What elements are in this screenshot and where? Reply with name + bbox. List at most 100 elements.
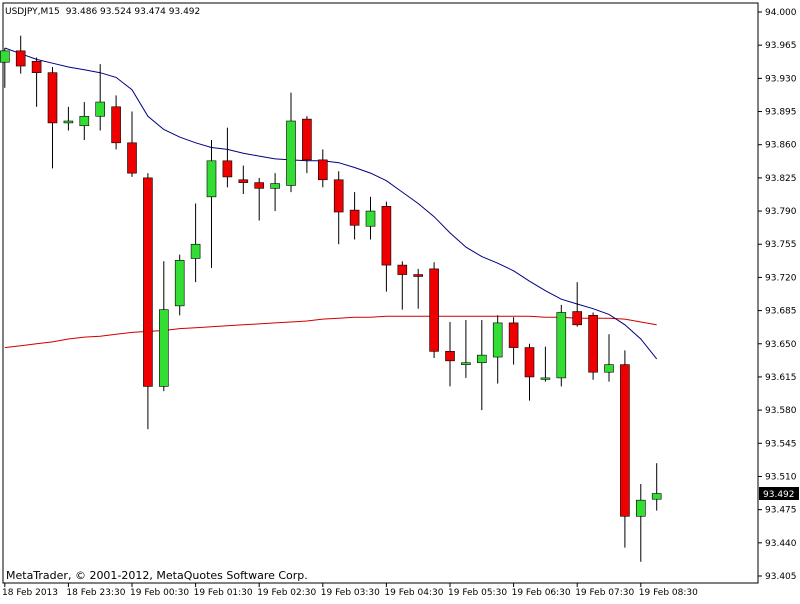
candle-body [476,354,487,364]
candle [492,315,503,384]
candle [317,149,328,188]
price-tick-label: 93.895 [765,108,797,118]
candle-body [508,322,519,348]
candle-body [254,182,264,189]
candle [397,261,408,310]
candle [381,201,392,292]
candle [79,102,90,140]
time-tick-label: 19 Feb 03:30 [321,588,380,598]
candle [270,173,280,212]
time-tick-label: 19 Feb 07:30 [575,588,634,598]
time-axis: 18 Feb 2013 18 Feb 23:30 19 Feb 00:30 19 Fe… [2,583,698,598]
candle [556,304,567,387]
symbol-label: USDJPY,M15 93.486 93.524 93.474 93.492 [5,7,200,17]
price-tick-label: 93.615 [765,373,797,383]
candle [222,127,233,188]
candle [95,64,105,131]
time-tick-label: 19 Feb 04:30 [384,588,443,598]
candle-body [143,177,153,387]
candle-body [413,274,424,277]
last-price-tag-bg [759,487,799,500]
time-tick-label: 19 Feb 08:30 [639,588,698,598]
price-tick-label: 93.965 [765,41,797,51]
candle-body [238,179,249,183]
candle [15,35,26,74]
candle [286,92,296,193]
time-tick-label: 19 Feb 00:30 [130,588,189,598]
candle [0,48,10,88]
candle-body [540,377,551,380]
candle [254,177,264,221]
candles [0,35,662,562]
candle [445,321,455,387]
ma-fast-line [4,47,658,360]
candle-body [47,72,58,124]
price-tick-label: 93.545 [765,439,797,449]
time-tick-label: 19 Feb 01:30 [194,588,253,598]
price-tick-label: 93.790 [765,207,797,217]
time-tick-label: 19 Feb 05:30 [448,588,507,598]
candle-body [111,106,121,144]
price-tick-label: 93.930 [765,74,797,84]
candle-body [572,311,583,326]
candle-body [365,210,376,227]
candle-body [429,268,439,352]
candle-body [190,243,201,259]
candle [349,192,360,240]
candle [604,334,614,382]
candle [63,106,74,131]
candle [620,350,630,548]
time-tick-label: 19 Feb 02:30 [257,588,316,598]
price-tick-label: 93.440 [765,539,797,549]
candle [111,95,121,150]
candle-body [95,101,105,117]
price-tick-label: 93.510 [765,472,797,482]
candle-body [317,159,328,181]
candle [461,320,471,378]
candle-body [524,347,535,378]
candle-body [79,115,90,127]
candle [572,282,583,327]
candle [524,343,535,401]
candle-body [206,160,217,198]
candle [190,203,201,283]
candle [540,346,551,382]
candle-body [63,120,74,124]
candle-body [0,50,10,63]
price-tick-label: 93.405 [765,572,797,582]
candle-body [620,364,630,517]
candle [429,262,439,358]
candle-body [222,160,233,178]
price-tick-label: 93.685 [765,307,797,317]
candle [174,254,185,316]
candle-body [333,179,344,213]
candle-body [556,312,567,379]
price-tick-label: 93.650 [765,340,797,350]
symbol-name: USDJPY,M15 [5,7,60,17]
candle [508,317,519,365]
candle-body [588,315,598,373]
candle [365,196,376,240]
candle-body [461,362,471,365]
time-tick-label: 19 Feb 06:30 [512,588,571,598]
candle-body [445,351,455,362]
candle-body [492,322,503,358]
last-price-tag: 93.492 [763,490,795,500]
candle [476,320,487,411]
candle [238,165,249,194]
copyright-label: MetaTrader, © 2001-2012, MetaQuotes Soft… [6,569,308,582]
candle [651,463,662,511]
candle-body [349,209,360,226]
candle-body [286,120,296,186]
candle-body [381,206,392,266]
candle-body [635,499,646,517]
ma-slow-line [4,315,657,349]
candle-body [651,493,662,500]
candle [143,173,153,430]
candle [31,57,42,107]
plot-area [2,2,759,584]
time-tick-label: 18 Feb 2013 [2,588,58,598]
candle-body [270,183,280,189]
